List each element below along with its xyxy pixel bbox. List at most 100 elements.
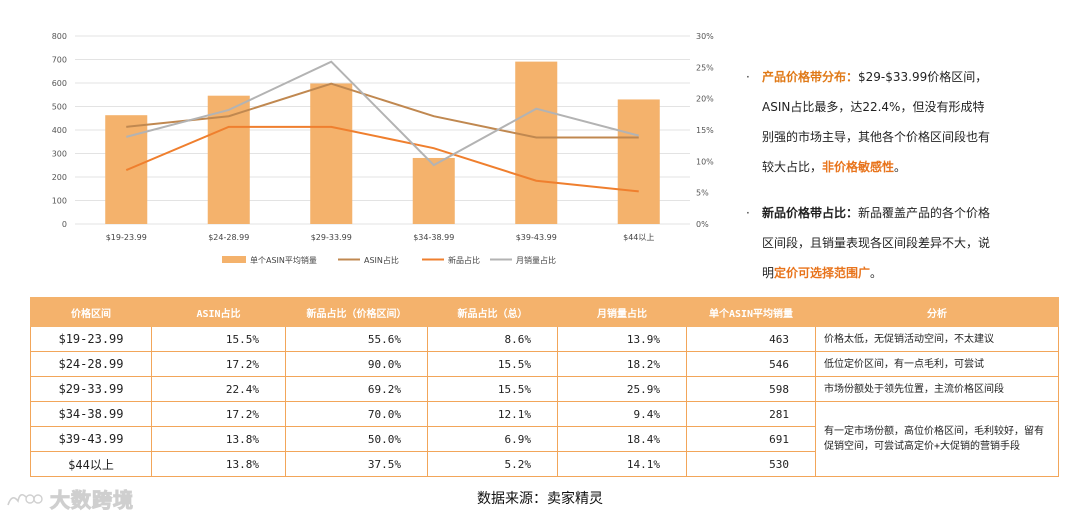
table-row: $19-23.99 15.5% 55.6% 8.6% 13.9% 463 价格太… (30, 326, 1059, 352)
combo-chart: 0 100 200 300 400 500 600 700 800 0% 5% 10% 15% 20% 25… (52, 32, 714, 265)
note-bullet: · (746, 70, 750, 84)
cell-analysis-merged: 有一定市场份额，高位价格区间，毛利较好，留有促销空间，可尝试高定价+大促销的营销… (815, 401, 1059, 477)
cell-avg-sales: 546 (686, 351, 816, 377)
note-title-price-distribution: 产品价格带分布： (762, 70, 859, 84)
header-avg-sales: 单个ASIN平均销量 (686, 297, 816, 327)
watermark-text: 大数跨境 (50, 487, 134, 512)
table-row: $29-33.99 22.4% 69.2% 15.5% 25.9% 598 市场… (30, 376, 1059, 402)
header-new-share-total: 新品占比（总） (427, 297, 558, 327)
cell-avg-sales: 691 (686, 426, 816, 452)
y-left-tick-label: 0 (62, 220, 67, 229)
note-text-new-product-band: 新品覆盖产品的各个价格区间段，且销量表现各区间段差异不大，说明 (762, 206, 991, 280)
y-left-tick-label: 200 (52, 173, 67, 182)
note-new-product-band: · 新品价格带占比：新品覆盖产品的各个价格区间段，且销量表现各区间段差异不大，说… (742, 198, 992, 288)
x-tick-label: $19-23.99 (106, 233, 147, 242)
cell-monthly-sales-share: 25.9% (557, 376, 687, 402)
bar-avg-sales (515, 61, 558, 224)
cell-new-share-range: 70.0% (285, 401, 428, 427)
cell-monthly-sales-share: 13.9% (557, 326, 687, 352)
cell-asin-share: 17.2% (151, 401, 286, 427)
y-left-tick-label: 100 (52, 197, 67, 206)
y-left-tick-label: 500 (52, 103, 67, 112)
analysis-notes: · 产品价格带分布：$29-$33.99价格区间，ASIN占比最多，达22.4%… (742, 62, 992, 288)
table-row: $24-28.99 17.2% 90.0% 15.5% 18.2% 546 低位… (30, 351, 1059, 377)
legend-swatch-bar (222, 256, 246, 263)
y-left-tick-label: 300 (52, 150, 67, 159)
cell-avg-sales: 463 (686, 326, 816, 352)
cell-avg-sales: 598 (686, 376, 816, 402)
cell-monthly-sales-share: 18.2% (557, 351, 687, 377)
cell-asin-share: 22.4% (151, 376, 286, 402)
cell-new-share-total: 5.2% (427, 451, 558, 477)
x-tick-label: $34-38.99 (413, 233, 454, 242)
note-title-new-product-band: 新品价格带占比： (762, 206, 859, 220)
note-end-1: 。 (894, 160, 907, 174)
y-right-tick-label: 10% (696, 157, 714, 166)
price-band-table: 价格区间 ASIN占比 新品占比（价格区间） 新品占比（总） 月销量占比 单个A… (30, 297, 1059, 477)
cell-new-share-range: 69.2% (285, 376, 428, 402)
header-monthly-sales-share: 月销量占比 (557, 297, 687, 327)
table-row: $34-38.99 17.2% 70.0% 12.1% 9.4% 281 有一定… (30, 401, 1059, 477)
table-row: $39-43.99 13.8% 50.0% 6.9% 18.4% 691 (30, 426, 1059, 452)
y-right-tick-label: 0% (696, 220, 709, 229)
cell-monthly-sales-share: 18.4% (557, 426, 687, 452)
legend-label: 新品占比 (448, 255, 480, 265)
cell-new-share-total: 15.5% (427, 351, 558, 377)
cell-new-share-range: 55.6% (285, 326, 428, 352)
cell-new-share-total: 6.9% (427, 426, 558, 452)
cell-asin-share: 13.8% (151, 426, 286, 452)
header-price-range: 价格区间 (30, 297, 152, 327)
legend-label: 月销量占比 (516, 255, 556, 265)
x-tick-label: $24-28.99 (208, 233, 249, 242)
note-price-distribution: · 产品价格带分布：$29-$33.99价格区间，ASIN占比最多，达22.4%… (742, 62, 992, 182)
cell-new-share-total: 15.5% (427, 376, 558, 402)
watermark: 大数跨境 (6, 485, 134, 512)
bar-avg-sales (412, 157, 455, 224)
data-source: 数据来源：卖家精灵 (477, 491, 603, 507)
legend-label: ASIN占比 (364, 255, 399, 265)
y-left-tick-label: 400 (52, 126, 67, 135)
watermark-logo-icon (7, 493, 43, 506)
line-new-product-share (125, 125, 639, 193)
cell-analysis: 价格太低，无促销活动空间，不太建议 (815, 326, 1059, 352)
note-end-2: 。 (870, 266, 883, 280)
y-right-tick-label: 25% (696, 63, 714, 72)
header-new-share-range: 新品占比（价格区间） (285, 297, 428, 327)
x-tick-label: $39-43.99 (516, 233, 557, 242)
cell-price-range: $19-23.99 (30, 326, 152, 352)
bar-avg-sales (310, 83, 353, 224)
line-monthly-sales-share (125, 60, 640, 167)
cell-price-range: $39-43.99 (30, 426, 152, 452)
table-header-row: 价格区间 ASIN占比 新品占比（价格区间） 新品占比（总） 月销量占比 单个A… (30, 297, 1059, 327)
cell-new-share-total: 8.6% (427, 326, 558, 352)
cell-new-share-range: 37.5% (285, 451, 428, 477)
cell-price-range: $44以上 (30, 451, 152, 477)
header-analysis: 分析 (815, 297, 1059, 327)
cell-price-range: $34-38.99 (30, 401, 152, 427)
y-right-tick-label: 5% (696, 189, 709, 198)
cell-new-share-range: 90.0% (285, 351, 428, 377)
cell-monthly-sales-share: 14.1% (557, 451, 687, 477)
y-right-tick-label: 30% (696, 32, 714, 41)
bar-avg-sales (207, 95, 250, 224)
x-tick-label: $44以上 (623, 233, 654, 242)
bar-avg-sales (617, 99, 660, 224)
cell-monthly-sales-share: 9.4% (557, 401, 687, 427)
y-left-tick-label: 800 (52, 32, 67, 41)
y-left-tick-label: 700 (52, 56, 67, 65)
cell-avg-sales: 281 (686, 401, 816, 427)
cell-new-share-range: 50.0% (285, 426, 428, 452)
cell-price-range: $24-28.99 (30, 351, 152, 377)
y-right-tick-label: 15% (696, 126, 714, 135)
cell-analysis: 市场份额处于领先位置，主流价格区间段 (815, 376, 1059, 402)
y-left-tick-label: 600 (52, 79, 67, 88)
x-tick-label: $29-33.99 (311, 233, 352, 242)
header-asin-share: ASIN占比 (151, 297, 286, 327)
cell-new-share-total: 12.1% (427, 401, 558, 427)
note-bullet: · (746, 206, 750, 220)
cell-asin-share: 17.2% (151, 351, 286, 377)
cell-asin-share: 13.8% (151, 451, 286, 477)
y-right-tick-label: 20% (696, 95, 714, 104)
note-highlight-wide-pricing: 定价可选择范围广 (774, 266, 871, 280)
cell-avg-sales: 530 (686, 451, 816, 477)
